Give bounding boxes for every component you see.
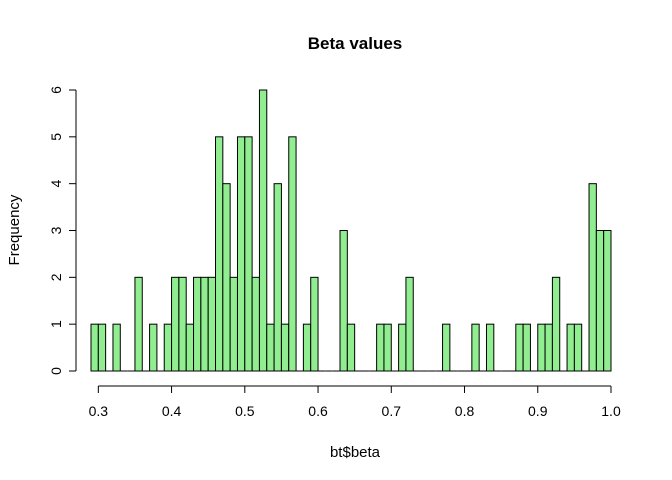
histogram-bar xyxy=(471,323,480,372)
histogram-bar xyxy=(90,323,99,372)
histogram-bar xyxy=(258,89,268,372)
histogram-bar xyxy=(280,323,290,372)
histogram-bar xyxy=(485,323,495,372)
x-axis: 0.3 0.4 0.5 0.6 0.7 0.8 0.9 1.0 xyxy=(89,385,621,419)
histogram-bar xyxy=(603,230,612,372)
y-tick-label: 4 xyxy=(48,180,64,188)
histogram-bar xyxy=(522,323,531,372)
x-tick-label: 0.4 xyxy=(162,403,182,419)
x-tick-label: 0.7 xyxy=(382,403,402,419)
histogram-bar xyxy=(376,323,385,372)
x-axis-label: bt$beta xyxy=(330,444,381,461)
histogram-bar xyxy=(112,323,121,372)
histogram-bar xyxy=(97,323,107,372)
histogram-bar xyxy=(200,276,209,372)
histogram-bar xyxy=(171,276,180,372)
x-tick-label: 0.3 xyxy=(89,403,109,419)
histogram-bar xyxy=(185,323,195,372)
histogram-bar xyxy=(515,323,524,372)
histogram-bar xyxy=(251,276,260,372)
x-tick-label: 0.5 xyxy=(235,403,255,419)
y-tick-label: 5 xyxy=(48,133,64,141)
histogram-bar xyxy=(566,323,575,372)
y-tick-label: 6 xyxy=(48,86,64,94)
x-tick-label: 1.0 xyxy=(601,403,621,419)
chart-title: Beta values xyxy=(308,34,403,53)
histogram-bar xyxy=(398,323,407,372)
histogram-bar xyxy=(339,230,348,372)
histogram-bar xyxy=(302,323,312,372)
y-tick-label: 3 xyxy=(48,226,64,234)
y-tick-label: 2 xyxy=(48,273,64,281)
histogram-bar xyxy=(207,276,216,372)
histogram-bar xyxy=(215,136,224,372)
histogram-bar xyxy=(178,276,187,372)
histogram-bar xyxy=(236,136,246,372)
histogram-bar xyxy=(193,276,202,372)
histogram-bar xyxy=(229,276,238,372)
histogram-bar xyxy=(405,276,414,372)
histogram-bar xyxy=(273,183,282,372)
histogram-bar xyxy=(595,230,605,372)
histogram-bar xyxy=(551,276,561,372)
histogram-bar xyxy=(544,323,553,372)
histogram-bar xyxy=(537,323,546,372)
x-tick-label: 0.9 xyxy=(528,403,548,419)
y-tick-label: 0 xyxy=(48,367,64,375)
histogram-bar xyxy=(442,323,451,372)
histogram-bar xyxy=(222,183,231,372)
histogram-bar xyxy=(383,323,392,372)
x-tick-label: 0.8 xyxy=(455,403,475,419)
y-axis: 0 1 2 3 4 5 6 xyxy=(48,86,77,375)
y-tick-label: 1 xyxy=(48,320,64,328)
histogram-bar xyxy=(244,136,253,372)
histogram-bar xyxy=(573,323,583,372)
histogram-bar xyxy=(588,183,597,372)
y-axis-label: Frequency xyxy=(6,194,23,265)
x-tick-label: 0.6 xyxy=(308,403,328,419)
bars-group xyxy=(90,89,612,372)
histogram-bar xyxy=(288,136,297,372)
histogram-bar xyxy=(163,323,173,372)
histogram-bar xyxy=(134,276,143,372)
histogram-bar xyxy=(266,323,275,372)
histogram-bar xyxy=(346,323,356,372)
histogram-bar xyxy=(310,276,319,372)
histogram-bar xyxy=(149,323,158,372)
